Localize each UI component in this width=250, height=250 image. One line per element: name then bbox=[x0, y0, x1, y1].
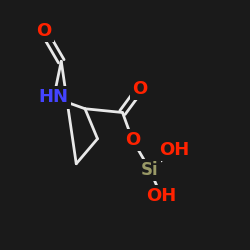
Text: OH: OH bbox=[159, 141, 189, 159]
Text: O: O bbox=[125, 131, 140, 149]
Text: HN: HN bbox=[39, 88, 69, 106]
Text: O: O bbox=[36, 22, 52, 40]
Text: Si: Si bbox=[141, 161, 159, 179]
Text: OH: OH bbox=[146, 187, 176, 205]
Text: O: O bbox=[132, 80, 148, 98]
